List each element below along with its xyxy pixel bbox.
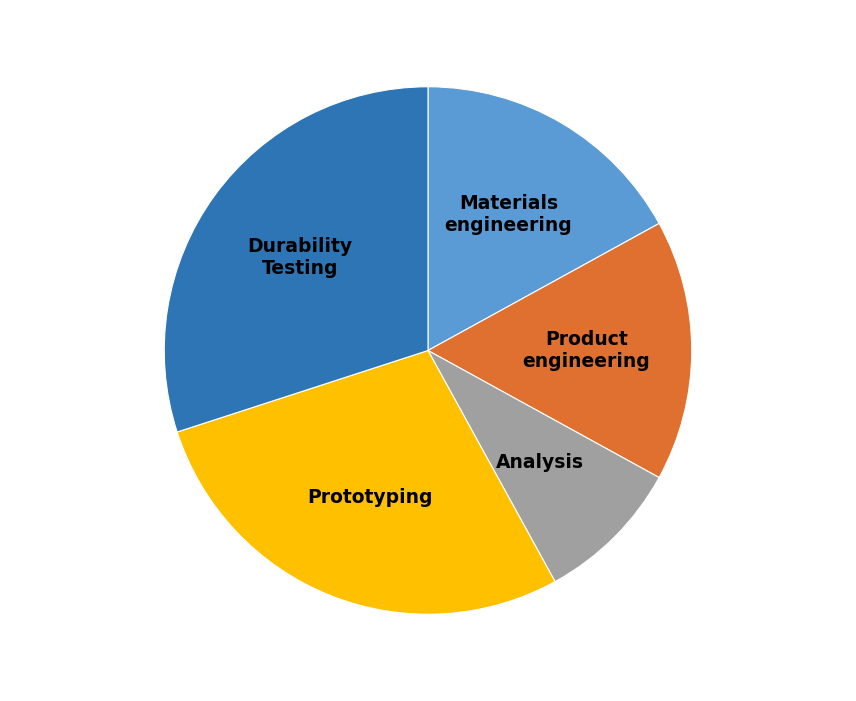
Text: Prototyping: Prototyping [307, 488, 432, 507]
Wedge shape [428, 224, 692, 477]
Wedge shape [177, 350, 555, 614]
Text: Materials
engineering: Materials engineering [444, 193, 573, 235]
Wedge shape [428, 350, 659, 582]
Text: Product
engineering: Product engineering [522, 330, 650, 371]
Text: Durability
Testing: Durability Testing [247, 237, 353, 278]
Wedge shape [428, 87, 659, 350]
Wedge shape [164, 87, 428, 432]
Text: Analysis: Analysis [496, 453, 584, 472]
